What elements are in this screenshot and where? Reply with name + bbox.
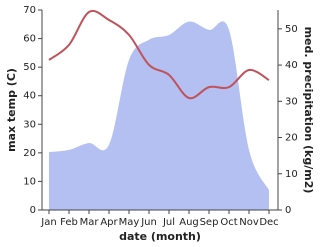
y2-tick-label: 30 <box>285 96 298 107</box>
x-tick-label: Oct <box>220 217 237 228</box>
x-tick-label: Sep <box>200 217 219 228</box>
y-tick-label: 20 <box>23 148 36 159</box>
temp-line <box>48 9 270 100</box>
x-tick-label: Dec <box>259 217 278 228</box>
y-tick-label: 30 <box>23 119 36 130</box>
y-tick-label: 40 <box>23 91 36 102</box>
x-tick-label: Nov <box>239 217 259 228</box>
x-tick-label: Jun <box>140 217 157 228</box>
y-tick-label: 50 <box>23 62 36 73</box>
y-axis-title: max temp (C) <box>5 68 18 152</box>
y2-tick-label: 50 <box>285 24 298 35</box>
x-axis-title: date (month) <box>119 230 201 243</box>
x-tick-label: Apr <box>100 217 118 228</box>
y-tick-label: 0 <box>30 205 36 216</box>
x-tick-label: Jul <box>162 217 175 228</box>
y2-tick-label: 10 <box>285 169 298 180</box>
y-tick-label: 70 <box>23 5 36 16</box>
y2-tick-label: 20 <box>285 133 298 144</box>
precipitation-area <box>49 21 269 210</box>
y2-tick-label: 40 <box>285 60 298 71</box>
x-tick-label: Feb <box>60 217 78 228</box>
x-tick-label: Jan <box>40 217 56 228</box>
y2-tick-label: 0 <box>285 205 291 216</box>
x-tick-label: Aug <box>179 217 199 228</box>
y-tick-label: 10 <box>23 176 36 187</box>
x-tick-label: May <box>119 217 140 228</box>
y2-axis-title: med. precipitation (kg/m2) <box>302 27 315 194</box>
x-tick-label: Mar <box>80 217 100 228</box>
y-tick-label: 60 <box>23 34 36 45</box>
